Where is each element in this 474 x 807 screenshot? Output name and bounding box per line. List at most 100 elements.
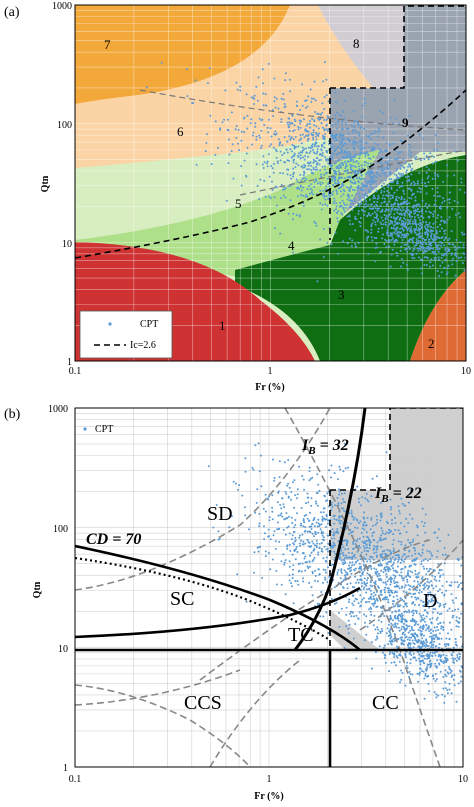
cpt-point	[451, 616, 454, 619]
cpt-point	[400, 245, 403, 248]
cpt-point	[369, 555, 372, 558]
cpt-point	[307, 567, 310, 569]
cpt-point	[392, 550, 395, 553]
cpt-point	[433, 578, 436, 581]
cpt-point	[324, 203, 327, 206]
cpt-point	[409, 643, 412, 646]
cpt-point	[356, 527, 359, 529]
cpt-point	[436, 173, 439, 176]
cpt-point	[292, 138, 295, 141]
cpt-point	[426, 580, 429, 583]
cpt-point	[363, 569, 366, 572]
cpt-point	[313, 145, 316, 147]
cpt-point	[448, 201, 451, 204]
cpt-point	[425, 210, 428, 213]
cpt-point	[388, 200, 391, 203]
cpt-point	[361, 598, 364, 601]
cpt-point	[311, 532, 314, 535]
cpt-point	[395, 581, 397, 584]
cpt-point	[349, 159, 352, 162]
cpt-point	[337, 187, 340, 190]
cpt-point	[437, 694, 440, 697]
cpt-point	[245, 93, 248, 96]
cpt-point	[411, 256, 414, 259]
cpt-point	[366, 588, 368, 591]
cpt-point	[438, 579, 441, 582]
cpt-point	[392, 547, 395, 550]
cpt-point	[460, 675, 463, 678]
cpt-point	[366, 239, 369, 241]
cpt-point	[320, 173, 323, 176]
cpt-point	[374, 180, 377, 183]
cpt-point	[295, 104, 298, 107]
ib22-annotation: IB = 22	[374, 485, 422, 505]
cpt-point	[432, 608, 435, 610]
cpt-point	[350, 206, 353, 209]
cpt-point	[376, 209, 379, 212]
cpt-point	[404, 566, 407, 569]
cpt-point	[432, 230, 435, 232]
cpt-point	[258, 134, 261, 137]
cpt-point	[417, 256, 420, 259]
cpt-point	[309, 187, 312, 190]
cpt-point	[281, 154, 284, 156]
cpt-point	[375, 176, 378, 179]
cpt-point	[288, 135, 291, 138]
cpt-point	[315, 521, 318, 524]
cpt-point	[331, 546, 334, 549]
cpt-point	[348, 512, 351, 515]
cpt-point	[320, 591, 323, 593]
cpt-point	[427, 675, 430, 678]
cpt-point	[246, 146, 249, 149]
cpt-point	[435, 556, 438, 558]
cpt-point	[432, 587, 435, 590]
cpt-point	[406, 661, 409, 664]
cpt-point	[373, 142, 376, 145]
cpt-point	[459, 241, 462, 244]
cpt-point	[420, 591, 423, 593]
cpt-point	[376, 548, 379, 551]
cpt-point	[422, 670, 425, 673]
cpt-point	[447, 248, 450, 251]
cpt-point	[295, 214, 298, 217]
cpt-point	[403, 202, 406, 205]
cpt-point	[325, 94, 328, 97]
cpt-point	[304, 179, 307, 182]
cpt-point	[399, 615, 402, 618]
cpt-point	[402, 622, 405, 625]
cpt-point	[380, 579, 383, 582]
cpt-point	[452, 678, 455, 681]
cpt-point	[455, 700, 458, 703]
cpt-point	[365, 615, 368, 618]
cpt-point	[370, 598, 373, 601]
cpt-point	[434, 662, 437, 665]
cpt-point	[414, 569, 417, 572]
cpt-point	[397, 554, 400, 557]
cpt-point	[383, 190, 386, 193]
cpt-point	[291, 553, 294, 556]
cpt-point	[424, 603, 426, 606]
cpt-point	[444, 645, 447, 648]
cpt-point	[246, 127, 249, 130]
cpt-point	[262, 507, 265, 510]
cpt-point	[312, 558, 315, 561]
cpt-point	[264, 93, 267, 96]
cpt-point	[363, 203, 366, 206]
cpt-point	[324, 576, 327, 579]
cpt-point	[393, 173, 396, 176]
cpt-point	[393, 626, 396, 628]
cpt-point	[396, 231, 399, 234]
cpt-point	[394, 232, 397, 235]
cpt-point	[359, 152, 362, 154]
cpt-point	[433, 640, 436, 643]
cpt-point	[436, 536, 439, 539]
cpt-point	[410, 231, 413, 234]
cpt-point	[265, 104, 268, 107]
cpt-point	[423, 225, 426, 228]
cpt-point	[374, 223, 377, 226]
cpt-point	[428, 606, 431, 609]
cpt-point	[354, 215, 357, 218]
cpt-point	[363, 540, 366, 543]
cpt-point	[409, 646, 412, 649]
cpt-point	[278, 460, 281, 463]
